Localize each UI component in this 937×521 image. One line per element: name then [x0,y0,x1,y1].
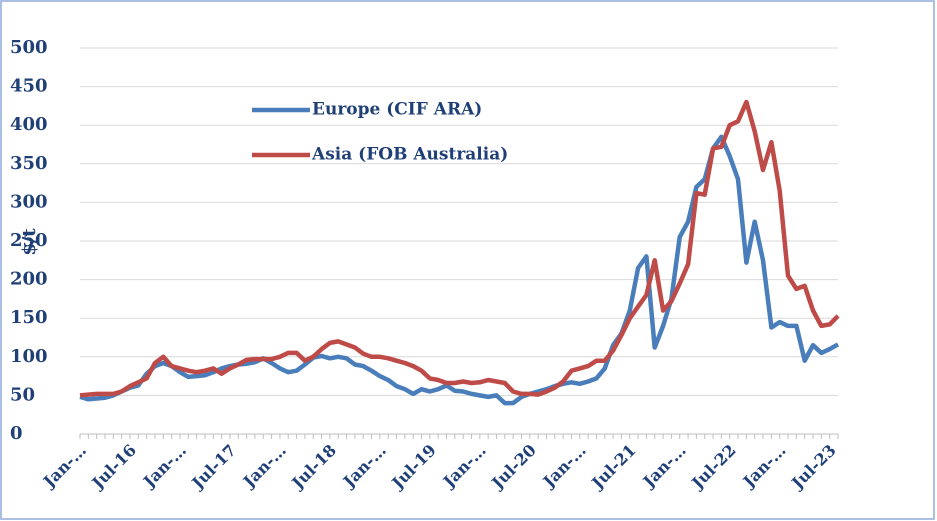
legend-label: Europe (CIF ARA) [312,100,482,120]
series-line [79,99,840,398]
y-tick-label: 400 [10,114,48,135]
y-tick-label: 100 [10,346,48,367]
y-tick-label: 0 [10,423,23,444]
y-tick-label: 250 [10,230,48,251]
legend-label: Asia (FOB Australia) [311,145,508,165]
y-tick-label: 450 [10,76,48,97]
y-tick-label: 200 [10,269,48,290]
y-tick-label: 50 [10,384,35,405]
y-tick-label: 300 [10,191,48,212]
y-tick-label: 150 [10,307,48,328]
y-tick-label: 500 [10,37,48,58]
y-tick-label: 350 [10,153,48,174]
y-axis-label: $/t [19,228,40,256]
